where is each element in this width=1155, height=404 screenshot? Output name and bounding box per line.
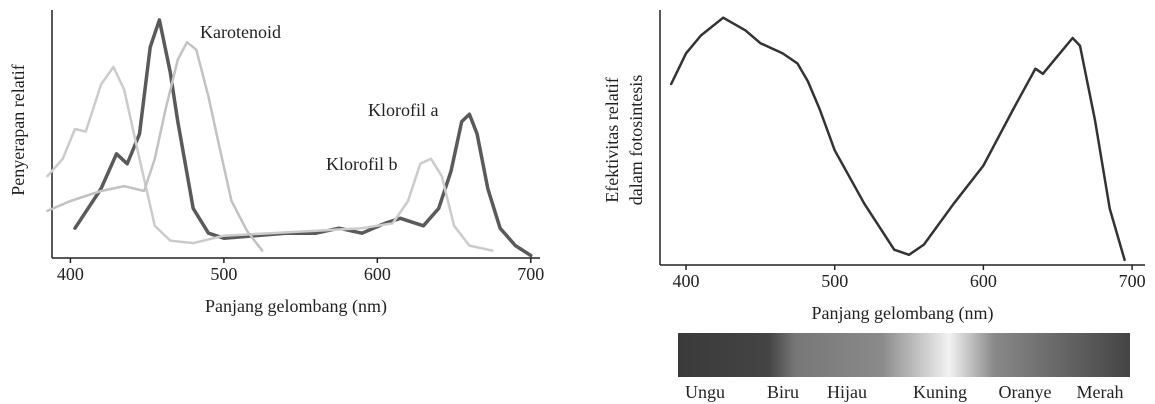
series-line [46, 40, 264, 252]
spectrum-label: Hijau [827, 382, 867, 402]
series-label: Karotenoid [200, 22, 281, 42]
x-tick-label: 600 [364, 264, 391, 284]
series-line [669, 16, 1126, 262]
x-axis-label: Panjang gelombang (nm) [205, 296, 387, 317]
x-tick-label: 700 [1119, 271, 1146, 291]
series-line [73, 18, 533, 258]
spectrum-label: Kuning [913, 382, 967, 402]
series-label: Klorofil a [368, 100, 438, 120]
x-axis-label: Panjang gelombang (nm) [812, 303, 994, 324]
x-tick-label: 500 [210, 264, 237, 284]
y-axis-label: dalam fotosintesis [626, 75, 646, 205]
spectrum-label: Biru [767, 382, 799, 402]
spectrum-label: Oranye [999, 382, 1052, 402]
x-tick-label: 600 [970, 271, 997, 291]
x-tick-label: 700 [517, 264, 544, 284]
y-axis-label: Efektivitas relatif [602, 77, 622, 202]
x-tick-label: 400 [673, 271, 700, 291]
series-line [46, 65, 494, 252]
spectrum-label: Merah [1077, 382, 1124, 402]
y-axis-label: Penyerapan relatif [8, 64, 28, 195]
spectrum-bar [678, 333, 1130, 377]
series-label: Klorofil b [326, 154, 398, 174]
x-tick-label: 400 [57, 264, 84, 284]
x-tick-label: 500 [821, 271, 848, 291]
spectrum-label: Ungu [685, 382, 725, 402]
